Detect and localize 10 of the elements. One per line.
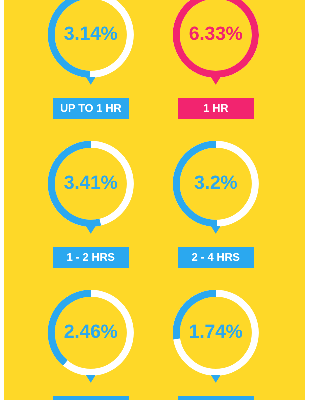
category-label: 1 HR <box>178 98 254 119</box>
data-label: 3.14% <box>63 23 119 47</box>
category-label: 1 - 2 HRS <box>53 247 129 268</box>
data-label: 3.2% <box>193 172 239 196</box>
category-label: 2 - 4 HRS <box>178 247 254 268</box>
category-label: UP TO 1 HR <box>53 98 129 119</box>
data-label: 6.33% <box>188 23 244 47</box>
data-label: 3.41% <box>63 172 119 196</box>
data-label: 2.46% <box>63 321 119 345</box>
data-label: 1.74% <box>188 321 244 345</box>
